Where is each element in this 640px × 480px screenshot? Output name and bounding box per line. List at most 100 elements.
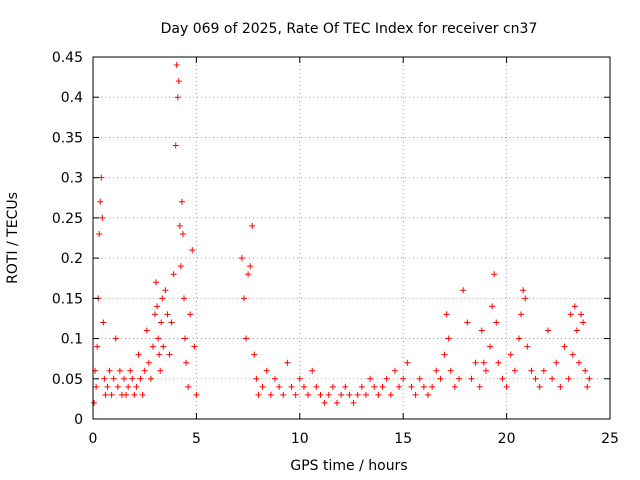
data-point [176, 222, 183, 229]
y-tick-label: 0.25 [52, 211, 83, 227]
data-point [251, 351, 258, 358]
data-point [334, 399, 341, 406]
data-point [443, 311, 450, 318]
data-point [155, 335, 162, 342]
data-point [437, 375, 444, 382]
data-point [106, 367, 113, 374]
data-point [441, 351, 448, 358]
data-point [110, 375, 117, 382]
data-point [158, 319, 165, 326]
data-point [104, 383, 111, 390]
data-point [175, 78, 182, 85]
data-point [179, 230, 186, 237]
data-point [367, 375, 374, 382]
data-point [96, 230, 103, 237]
data-point [429, 383, 436, 390]
data-point [133, 383, 140, 390]
data-point [99, 214, 106, 221]
data-point [101, 375, 108, 382]
data-point [567, 311, 574, 318]
data-point [571, 303, 578, 310]
data-point [193, 391, 200, 398]
data-point [160, 343, 167, 350]
data-point [464, 319, 471, 326]
data-point [379, 383, 386, 390]
data-point [94, 343, 101, 350]
y-tick-label: 0.2 [61, 251, 83, 267]
data-point [180, 295, 187, 302]
data-point [584, 383, 591, 390]
data-point [276, 383, 283, 390]
data-point [487, 343, 494, 350]
data-point [586, 375, 593, 382]
data-point [480, 359, 487, 366]
x-tick-label: 0 [89, 431, 98, 447]
data-point [420, 383, 427, 390]
data-point [157, 367, 164, 374]
data-point [154, 303, 161, 310]
data-point [425, 391, 432, 398]
data-point [288, 383, 295, 390]
y-tick-label: 0.45 [52, 50, 83, 66]
data-point [284, 359, 291, 366]
data-point [329, 383, 336, 390]
data-point [578, 311, 585, 318]
grid-lines [93, 57, 610, 419]
data-point [472, 359, 479, 366]
data-point [342, 383, 349, 390]
data-point [404, 359, 411, 366]
data-point [346, 391, 353, 398]
data-point [238, 255, 245, 262]
data-point [387, 391, 394, 398]
data-point [156, 351, 163, 358]
data-point [139, 391, 146, 398]
data-point [93, 383, 100, 390]
data-point [129, 375, 136, 382]
data-point [375, 391, 382, 398]
data-point [557, 383, 564, 390]
data-point [518, 311, 525, 318]
data-point [185, 383, 192, 390]
data-point [468, 375, 475, 382]
data-point [489, 303, 496, 310]
y-tick-label: 0.1 [61, 332, 83, 348]
data-point [97, 198, 104, 205]
data-point [460, 287, 467, 294]
data-point [147, 375, 154, 382]
x-tick-label: 5 [192, 431, 201, 447]
data-point [503, 383, 510, 390]
data-point [516, 335, 523, 342]
y-tick-label: 0.3 [61, 171, 83, 187]
data-point [447, 367, 454, 374]
data-point [168, 319, 175, 326]
plot-frame [92, 56, 611, 420]
data-point [575, 359, 582, 366]
data-point [309, 367, 316, 374]
data-point [544, 327, 551, 334]
data-point [532, 375, 539, 382]
data-point [255, 391, 262, 398]
y-tick-label: 0.05 [52, 372, 83, 388]
data-point [400, 375, 407, 382]
data-point [166, 351, 173, 358]
data-point [321, 399, 328, 406]
data-point [580, 319, 587, 326]
data-point [259, 383, 266, 390]
data-point [280, 391, 287, 398]
data-point [482, 367, 489, 374]
data-point [245, 271, 252, 278]
data-point [520, 287, 527, 294]
data-point [149, 343, 156, 350]
data-point [125, 383, 132, 390]
data-point [371, 383, 378, 390]
data-point [507, 351, 514, 358]
data-point [511, 367, 518, 374]
data-point [582, 367, 589, 374]
data-point [561, 343, 568, 350]
data-point [170, 271, 177, 278]
axis-ticks: 0 5 10 15 20 25 0 0.05 0.1 0.15 0.2 0.25 0.3 0.35 0.4 0… [52, 50, 619, 447]
data-point [451, 383, 458, 390]
data-point [173, 62, 180, 69]
data-point [159, 295, 166, 302]
